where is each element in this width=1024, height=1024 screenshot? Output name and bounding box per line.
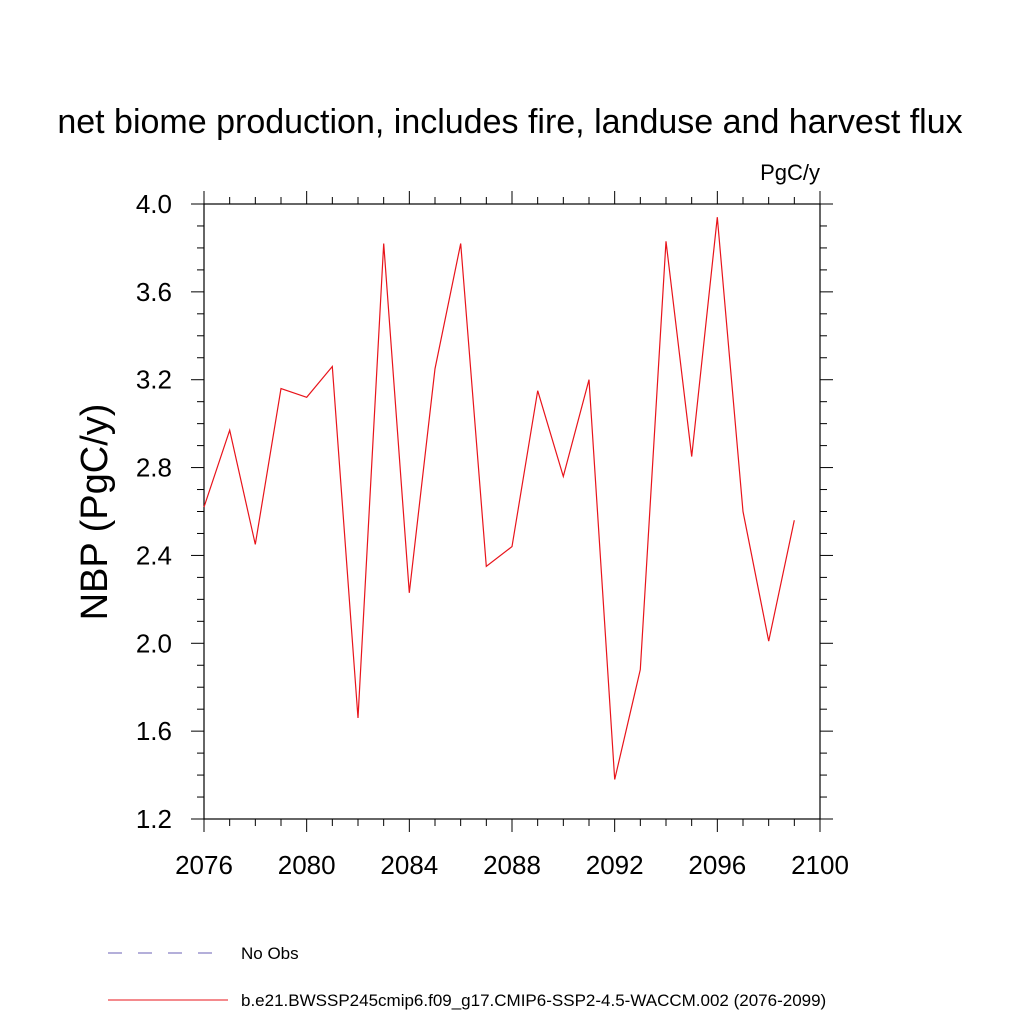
plot-frame [203, 203, 821, 820]
x-tick-label: 2076 [175, 850, 233, 880]
y-tick-label: 2.8 [136, 453, 172, 483]
x-tick-label: 2088 [483, 850, 541, 880]
y-tick-label: 3.6 [136, 277, 172, 307]
y-tick-label: 1.6 [136, 716, 172, 746]
x-tick-label: 2100 [791, 850, 849, 880]
y-tick-label: 4.0 [136, 189, 172, 219]
y-tick-label: 1.2 [136, 804, 172, 834]
y-tick-label: 2.0 [136, 628, 172, 658]
x-tick-label: 2096 [688, 850, 746, 880]
y-tick-label: 3.2 [136, 365, 172, 395]
legend-label: No Obs [241, 944, 299, 963]
series-line [203, 217, 795, 780]
x-tick-label: 2080 [278, 850, 336, 880]
chart-title: net biome production, includes fire, lan… [57, 103, 962, 141]
x-tick-label: 2092 [586, 850, 644, 880]
y-tick-label: 2.4 [136, 540, 172, 570]
legend-label: b.e21.BWSSP245cmip6.f09_g17.CMIP6-SSP2-4… [241, 991, 826, 1010]
y-axis-label: NBP (PgC/y) [74, 404, 116, 621]
x-tick-label: 2084 [380, 850, 438, 880]
units-label: PgC/y [760, 160, 820, 185]
tick-labels: 2076 2080 2084 2088 2092 2096 2100 1.2 1.6 2.0 2.4… [136, 189, 849, 880]
legend: No Obs b.e21.BWSSP245cmip6.f09_g17.CMIP6-… [108, 944, 826, 1010]
series-layer [203, 217, 795, 780]
axis-ticks [191, 191, 833, 832]
